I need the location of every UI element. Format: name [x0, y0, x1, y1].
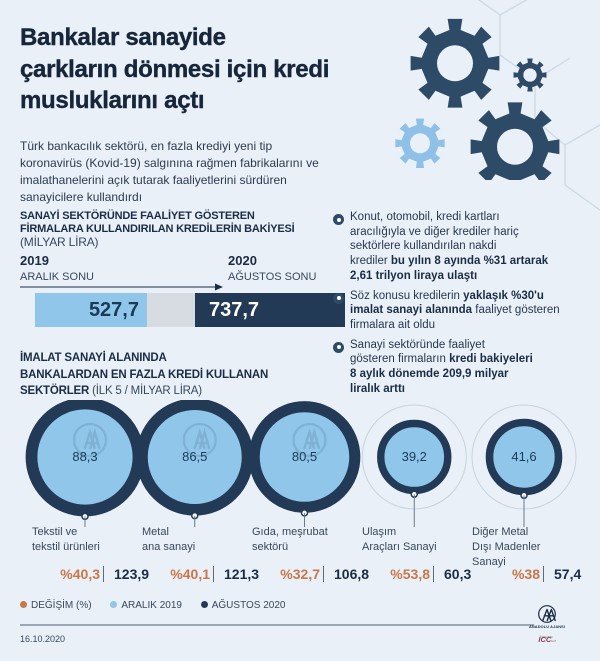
svg-text:88,3: 88,3 [72, 449, 97, 464]
svg-text:86,5: 86,5 [182, 449, 207, 464]
svg-text:41,6: 41,6 [511, 449, 536, 464]
svg-text:39,2: 39,2 [402, 449, 427, 464]
svg-text:80,5: 80,5 [292, 449, 317, 464]
